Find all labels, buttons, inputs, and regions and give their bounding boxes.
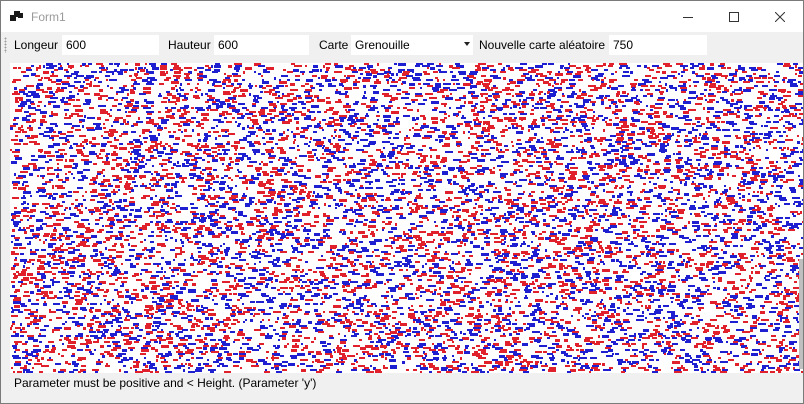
width-label: Longeur bbox=[14, 38, 59, 52]
maximize-button[interactable] bbox=[711, 1, 757, 32]
vertical-scrollbar[interactable] bbox=[799, 259, 803, 369]
random-map-count-input[interactable]: 750 bbox=[609, 35, 707, 55]
simulation-canvas[interactable] bbox=[10, 63, 803, 373]
map-label: Carte bbox=[319, 38, 349, 52]
close-button[interactable] bbox=[757, 1, 803, 32]
status-message: Parameter must be positive and < Height.… bbox=[14, 376, 317, 390]
map-select-value: Grenouille bbox=[355, 38, 410, 52]
app-window-icon bbox=[10, 11, 23, 21]
minimize-button[interactable] bbox=[665, 1, 711, 32]
minimize-icon bbox=[683, 16, 693, 18]
toolstrip-grip[interactable] bbox=[4, 37, 7, 53]
map-select[interactable]: Grenouille bbox=[351, 35, 473, 55]
random-map-button[interactable]: Nouvelle carte aléatoire bbox=[479, 38, 606, 52]
toolstrip: Longeur 600 Hauteur 600 Carte Grenouille… bbox=[1, 32, 709, 57]
height-input[interactable]: 600 bbox=[214, 35, 309, 55]
maximize-icon bbox=[729, 11, 739, 22]
pixel-noise-map bbox=[10, 63, 803, 373]
height-label: Hauteur bbox=[168, 38, 211, 52]
width-input[interactable]: 600 bbox=[62, 35, 159, 55]
title-bar[interactable]: Form1 bbox=[1, 1, 803, 32]
chevron-down-icon bbox=[464, 42, 470, 46]
close-icon bbox=[775, 11, 785, 22]
window-title: Form1 bbox=[31, 10, 66, 24]
